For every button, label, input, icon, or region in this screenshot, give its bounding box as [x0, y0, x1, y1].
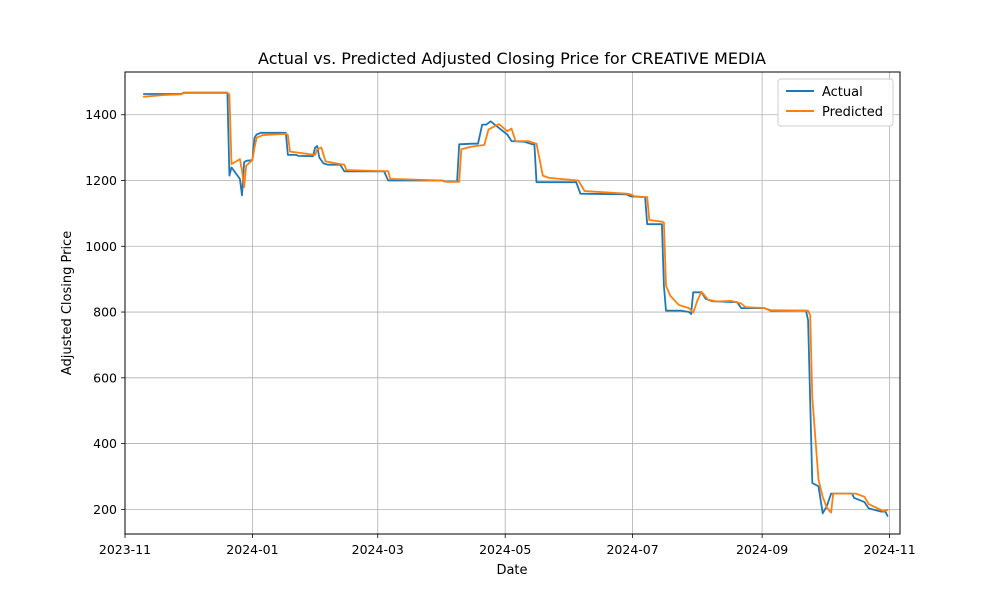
grid-lines — [124, 72, 900, 534]
series-line-predicted — [142, 92, 889, 514]
y-tick-label: 800 — [93, 305, 117, 320]
x-tick-label: 2024-07 — [606, 542, 658, 557]
x-tick-label: 2024-09 — [736, 542, 788, 557]
x-tick-label: 2024-03 — [352, 542, 404, 557]
series-layer — [142, 91, 889, 517]
y-tick-label: 1400 — [85, 107, 117, 122]
y-tick-label: 1000 — [85, 239, 117, 254]
y-tick-label: 1200 — [85, 173, 117, 188]
legend: Actual Predicted — [777, 78, 894, 127]
x-tick-label: 2024-11 — [863, 542, 915, 557]
plot-frame — [124, 71, 901, 535]
x-tick-label: 2023-11 — [99, 542, 151, 557]
chart-title: Actual vs. Predicted Adjusted Closing Pr… — [258, 49, 766, 68]
y-axis-label: Adjusted Closing Price — [60, 231, 75, 375]
y-tick-label: 400 — [93, 436, 117, 451]
y-tick-label: 600 — [93, 370, 117, 385]
x-tick-label: 2024-01 — [226, 542, 278, 557]
y-axis: 200 400 600 800 1000 1200 1400 — [85, 107, 125, 517]
x-axis: 2023-11 2024-01 2024-03 2024-05 2024-07 2024-… — [99, 534, 916, 557]
x-axis-label: Date — [496, 563, 527, 578]
legend-label-actual: Actual — [822, 85, 863, 100]
y-tick-label: 200 — [93, 502, 117, 517]
legend-label-predicted: Predicted — [822, 105, 883, 120]
x-tick-label: 2024-05 — [479, 542, 531, 557]
